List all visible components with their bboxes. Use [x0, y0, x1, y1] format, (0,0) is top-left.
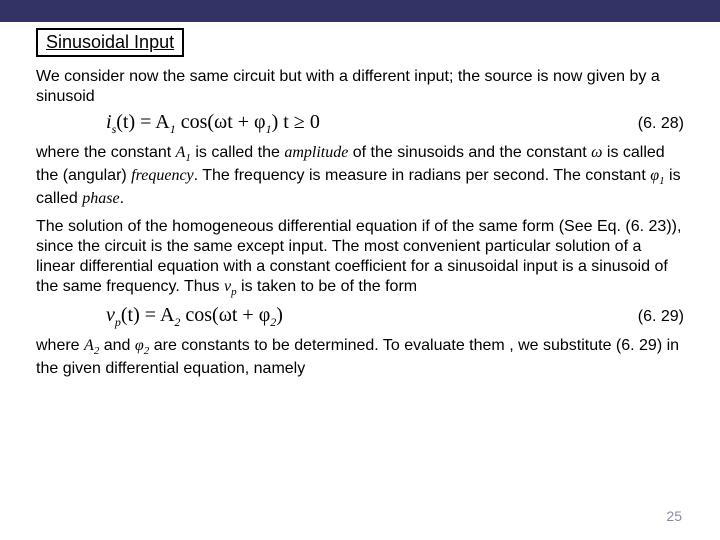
equation-1: is(t) = A1 cos(ωt + φ1) t ≥ 0: [36, 111, 320, 137]
slide-content: Sinusoidal Input We consider now the sam…: [0, 22, 720, 379]
equation-2: vp(t) = A2 cos(ωt + φ2): [36, 304, 283, 330]
equation-number-2: (6. 29): [638, 308, 684, 326]
top-bar: [0, 0, 720, 22]
amplitude-paragraph: where the constant A1 is called the ampl…: [36, 143, 684, 209]
equation-row-2: vp(t) = A2 cos(ωt + φ2) (6. 29): [36, 304, 684, 330]
intro-paragraph: We consider now the same circuit but wit…: [36, 67, 684, 107]
closing-paragraph: where A2 and φ2 are constants to be dete…: [36, 336, 684, 379]
equation-number-1: (6. 28): [638, 115, 684, 133]
equation-row-1: is(t) = A1 cos(ωt + φ1) t ≥ 0 (6. 28): [36, 111, 684, 137]
section-heading: Sinusoidal Input: [36, 28, 184, 57]
solution-paragraph: The solution of the homogeneous differen…: [36, 217, 684, 300]
slide-number: 25: [666, 508, 682, 524]
